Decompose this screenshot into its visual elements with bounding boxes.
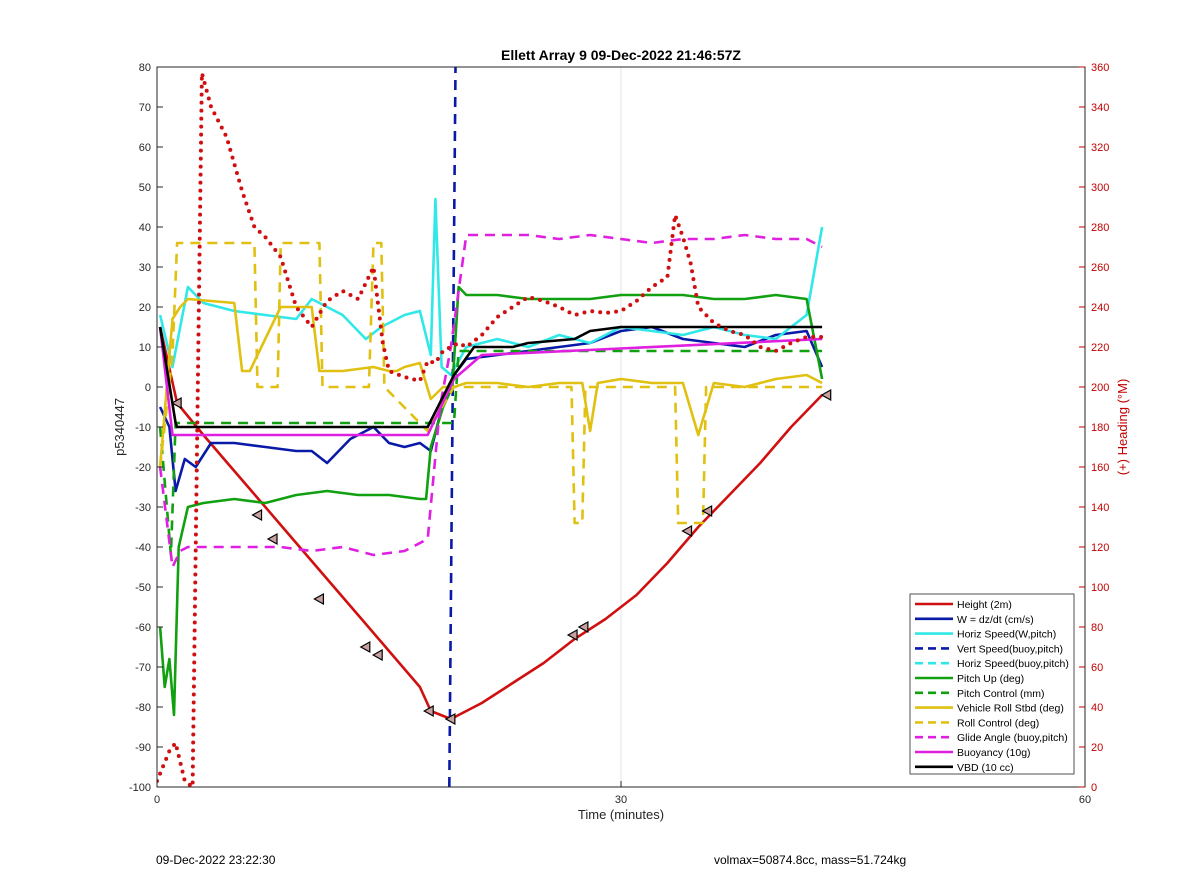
y-tick-label: 10 — [139, 342, 151, 354]
y2-tick-label: 0 — [1091, 782, 1097, 794]
y-tick-label: -80 — [135, 702, 151, 714]
legend-box — [909, 593, 1075, 775]
y2-tick-label: 360 — [1091, 62, 1109, 74]
y2-tick-label: 220 — [1091, 342, 1109, 354]
height-marker — [681, 524, 693, 538]
y-axis-left: -100-90-80-70-60-50-40-30-20-10010203040… — [129, 62, 163, 794]
height-marker — [566, 628, 578, 642]
legend: Height (2m) W = dz/dt (cm/s) Horiz Speed(W… — [909, 593, 1075, 775]
height-marker — [170, 396, 182, 410]
y2-tick-label: 140 — [1091, 502, 1109, 514]
y2-tick-label: 240 — [1091, 302, 1109, 314]
footer-timestamp: 09-Dec-2022 23:22:30 — [156, 853, 276, 867]
height-marker — [422, 704, 434, 718]
y-tick-label: 70 — [139, 102, 151, 114]
series-group — [157, 67, 825, 787]
y-tick-label: -10 — [135, 422, 151, 434]
y-tick-label: 0 — [145, 382, 151, 394]
x-axis-label: Time (minutes) — [578, 807, 664, 822]
legend-entry: Vehicle Roll Stbd (deg) — [957, 703, 1064, 715]
legend-entry: Height (2m) — [957, 599, 1012, 611]
y2-tick-label: 160 — [1091, 462, 1109, 474]
series-line-1 — [158, 325, 824, 493]
y2-tick-label: 60 — [1091, 662, 1103, 674]
y2-tick-label: 180 — [1091, 422, 1109, 434]
y-tick-label: 50 — [139, 182, 151, 194]
y2-tick-label: 280 — [1091, 222, 1109, 234]
y2-tick-label: 120 — [1091, 542, 1109, 554]
y2-tick-label: 20 — [1091, 742, 1103, 754]
legend-entry: Horiz Speed(W,pitch) — [957, 629, 1056, 641]
series-line-11 — [158, 325, 823, 429]
y2-tick-label: 320 — [1091, 142, 1109, 154]
legend-entry: Glide Angle (buoy,pitch) — [957, 732, 1068, 744]
height-marker — [313, 592, 324, 606]
y-tick-label: -20 — [135, 462, 151, 474]
height-marker — [251, 508, 263, 522]
y2-tick-label: 40 — [1091, 702, 1103, 714]
y-tick-label: 40 — [139, 222, 151, 234]
legend-entry: Roll Control (deg) — [957, 717, 1039, 729]
series-line-3 — [448, 67, 457, 787]
height-marker — [359, 640, 371, 654]
y2-tick-label: 340 — [1091, 102, 1109, 114]
y-tick-label: 30 — [139, 262, 151, 274]
legend-entry: Horiz Speed(buoy,pitch) — [957, 658, 1069, 670]
height-marker — [577, 620, 589, 634]
x-tick-label: 30 — [615, 794, 627, 806]
series-line-12 — [157, 71, 825, 787]
y2-axis-label: (+) Heading (°M) — [1115, 379, 1130, 476]
legend-entry: Buoyancy (10g) — [957, 747, 1031, 759]
y2-tick-label: 100 — [1091, 582, 1109, 594]
series-line-7 — [158, 297, 823, 468]
legend-entry: Pitch Up (deg) — [957, 673, 1024, 685]
legend-entry: Vert Speed(buoy,pitch) — [957, 643, 1063, 655]
footer-vehicle-params: volmax=50874.8cc, mass=51.724kg — [714, 853, 907, 867]
y2-tick-label: 300 — [1091, 182, 1109, 194]
y-tick-label: -40 — [135, 542, 151, 554]
y-tick-label: -70 — [135, 662, 151, 674]
legend-entry: VBD (10 cc) — [957, 762, 1014, 774]
y-tick-label: 20 — [139, 302, 151, 314]
series-line-9 — [158, 233, 823, 569]
y2-tick-label: 200 — [1091, 382, 1109, 394]
height-marker — [701, 504, 713, 518]
y2-tick-label: 80 — [1091, 622, 1103, 634]
height-marker — [444, 712, 456, 726]
x-axis: 0 30 60 — [154, 781, 1091, 806]
y-tick-label: 60 — [139, 142, 151, 154]
height-marker — [266, 532, 278, 546]
x-tick-label: 0 — [154, 794, 160, 806]
height-marker — [820, 388, 832, 402]
y-axis-label: p5340447 — [112, 398, 127, 456]
y-axis-right: 0 20 40 60 80 100 120 140 160 180 200 220 240 260 280 3… — [1079, 62, 1109, 794]
y-tick-label: -50 — [135, 582, 151, 594]
series-line-10 — [158, 326, 823, 437]
legend-entry: Pitch Control (mm) — [957, 688, 1045, 700]
y-tick-label: -90 — [135, 742, 151, 754]
legend-entry: W = dz/dt (cm/s) — [957, 614, 1034, 626]
height-marker — [371, 648, 383, 662]
series-line-0 — [158, 326, 824, 721]
y-tick-label: -30 — [135, 502, 151, 514]
y2-tick-label: 260 — [1091, 262, 1109, 274]
x-tick-label: 60 — [1079, 794, 1091, 806]
y-tick-label: -60 — [135, 622, 151, 634]
marker-group — [170, 388, 832, 726]
chart-title: Ellett Array 9 09-Dec-2022 21:46:57Z — [501, 47, 741, 63]
y-tick-label: -100 — [129, 782, 151, 794]
y-tick-label: 80 — [139, 62, 151, 74]
series-line-8 — [158, 241, 823, 525]
